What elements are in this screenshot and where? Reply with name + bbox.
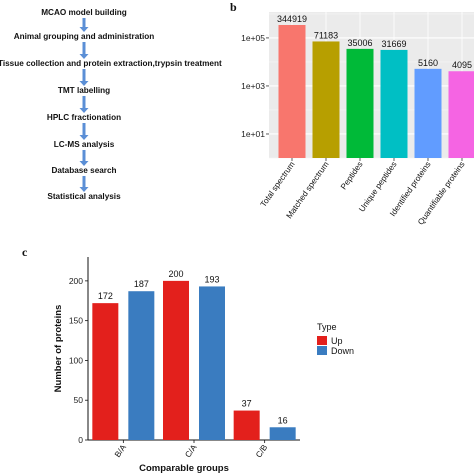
value-label: 200: [168, 269, 183, 279]
y-tick-label: 1e+01: [241, 129, 265, 139]
panel-letter: b: [230, 0, 237, 14]
bar-down-2: [199, 286, 225, 440]
flow-step-1: MCAO model building: [41, 8, 127, 17]
flow-arrow-shaft: [82, 123, 86, 135]
value-label: 193: [204, 274, 219, 284]
flow-arrow-head: [79, 161, 89, 166]
flow-step-6: LC-MS analysis: [54, 140, 115, 149]
flow-arrow-head: [79, 135, 89, 140]
bar-3: [346, 48, 374, 159]
legend-label-down: Down: [331, 346, 354, 356]
value-label: 35006: [347, 38, 372, 48]
legend-swatch-up: [317, 336, 327, 345]
y-tick-label: 100: [69, 355, 83, 365]
flow-arrow-shaft: [82, 42, 86, 54]
y-axis-title: Number of proteins: [53, 305, 64, 393]
bar-down-1: [128, 291, 155, 440]
value-label: 16: [278, 415, 288, 425]
flow-arrow-head: [79, 187, 89, 192]
bar-1: [278, 25, 306, 159]
value-label: 344919: [277, 14, 307, 24]
bar-6: [448, 71, 474, 158]
flow-step-2: Animal grouping and administration: [14, 32, 155, 41]
flow-step-7: Database search: [51, 166, 116, 175]
value-label: 71183: [314, 30, 338, 40]
value-label: 172: [98, 291, 113, 301]
y-tick-label: 0: [78, 435, 83, 445]
flow-arrow-shaft: [82, 18, 86, 27]
legend-title: Type: [317, 322, 337, 332]
x-category-label: C/A: [183, 443, 199, 460]
value-label: 31669: [381, 39, 406, 49]
bar-up-1: [92, 303, 119, 440]
panel-b-chart: b 1e+01 1e+03 1e+05 344919 Total spectrum 7118…: [230, 0, 474, 227]
flow-step-8: Statistical analysis: [47, 192, 121, 201]
flow-arrow-shaft: [82, 150, 86, 161]
y-tick-label: 1e+05: [241, 33, 265, 43]
value-label: 5160: [418, 58, 438, 68]
y-tick-label: 200: [69, 276, 83, 286]
flow-arrow-shaft: [82, 69, 86, 81]
flow-arrow-head: [79, 108, 89, 113]
x-category-label: C/B: [254, 443, 270, 460]
value-label: 37: [242, 399, 252, 409]
flow-arrow-head: [79, 27, 89, 32]
flow-arrow-shaft: [82, 176, 86, 187]
bar-4: [380, 49, 408, 159]
bar-down-3: [269, 427, 296, 440]
y-tick-label: 1e+03: [241, 81, 265, 91]
panel-letter: c: [22, 245, 28, 259]
flow-arrow-head: [79, 81, 89, 86]
flow-step-5: HPLC fractionation: [47, 113, 121, 122]
x-axis-title: Comparable groups: [139, 463, 229, 474]
value-label: 4095: [452, 60, 472, 70]
flow-arrow-shaft: [82, 96, 86, 108]
legend-label-up: Up: [331, 336, 343, 346]
flow-step-3: Tissue collection and protein extraction…: [0, 59, 222, 68]
x-category-label: Total spectrum: [259, 160, 297, 209]
value-label: 187: [134, 279, 149, 289]
bar-5: [414, 68, 442, 158]
legend-swatch-down: [317, 346, 327, 355]
flow-step-4: TMT labelling: [58, 86, 110, 95]
panel-c-chart: c 0 50 100 150 200 172 187 B/A 200 193 C/A 37 16 C/B Co…: [22, 245, 354, 474]
y-tick-label: 150: [69, 316, 83, 326]
x-category-label: B/A: [113, 443, 128, 459]
x-category-label: Peptides: [339, 160, 365, 191]
bar-up-2: [163, 280, 189, 440]
workflow-flowchart: MCAO model building Animal grouping and a…: [0, 8, 222, 201]
y-tick-label: 50: [74, 395, 84, 405]
bar-2: [312, 41, 340, 159]
bar-up-3: [233, 410, 260, 440]
flow-arrow-head: [79, 54, 89, 59]
